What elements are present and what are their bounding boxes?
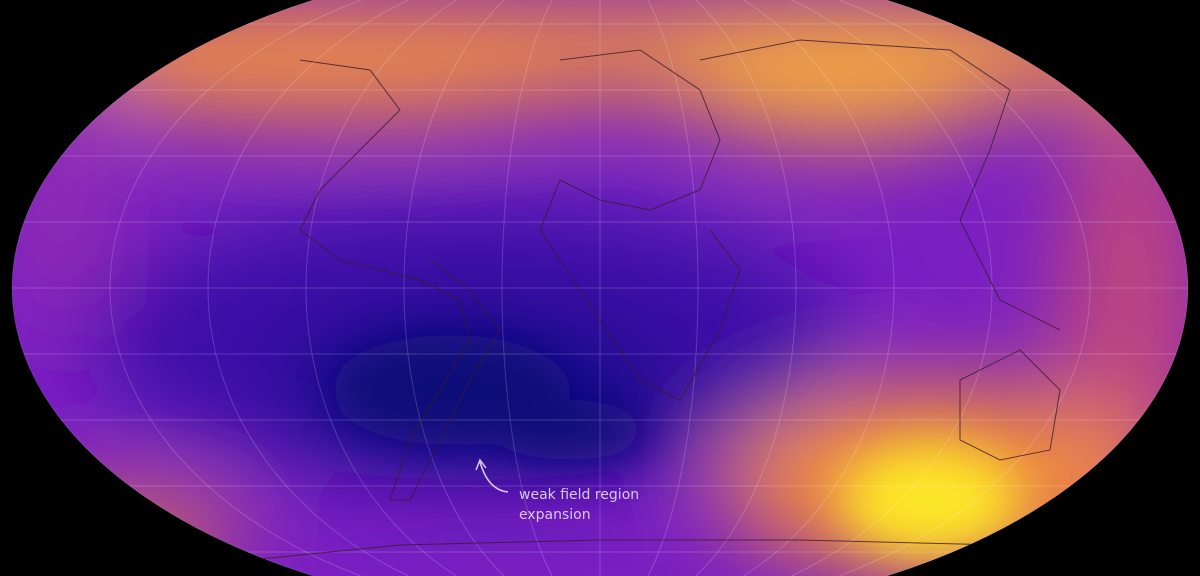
meridian-line bbox=[501, 0, 553, 576]
meridian-line bbox=[403, 0, 505, 576]
graticule bbox=[12, 0, 1188, 576]
annotation-line-1: weak field region bbox=[519, 487, 640, 503]
meridian-line bbox=[791, 0, 993, 576]
meridian-line bbox=[647, 0, 699, 576]
meridian-line bbox=[886, 0, 1188, 576]
meridian-line bbox=[109, 0, 361, 576]
meridian-line bbox=[12, 0, 314, 576]
arrow-head-icon bbox=[475, 458, 487, 471]
meridian-line bbox=[743, 0, 895, 576]
annotation-label: weak field region expansion bbox=[519, 485, 639, 525]
meridian-line bbox=[695, 0, 797, 576]
meridian-line bbox=[207, 0, 409, 576]
annotation-line-2: expansion bbox=[519, 507, 591, 523]
curved-arrow-icon bbox=[479, 461, 509, 493]
meridian-line bbox=[305, 0, 457, 576]
meridian-line bbox=[839, 0, 1091, 576]
